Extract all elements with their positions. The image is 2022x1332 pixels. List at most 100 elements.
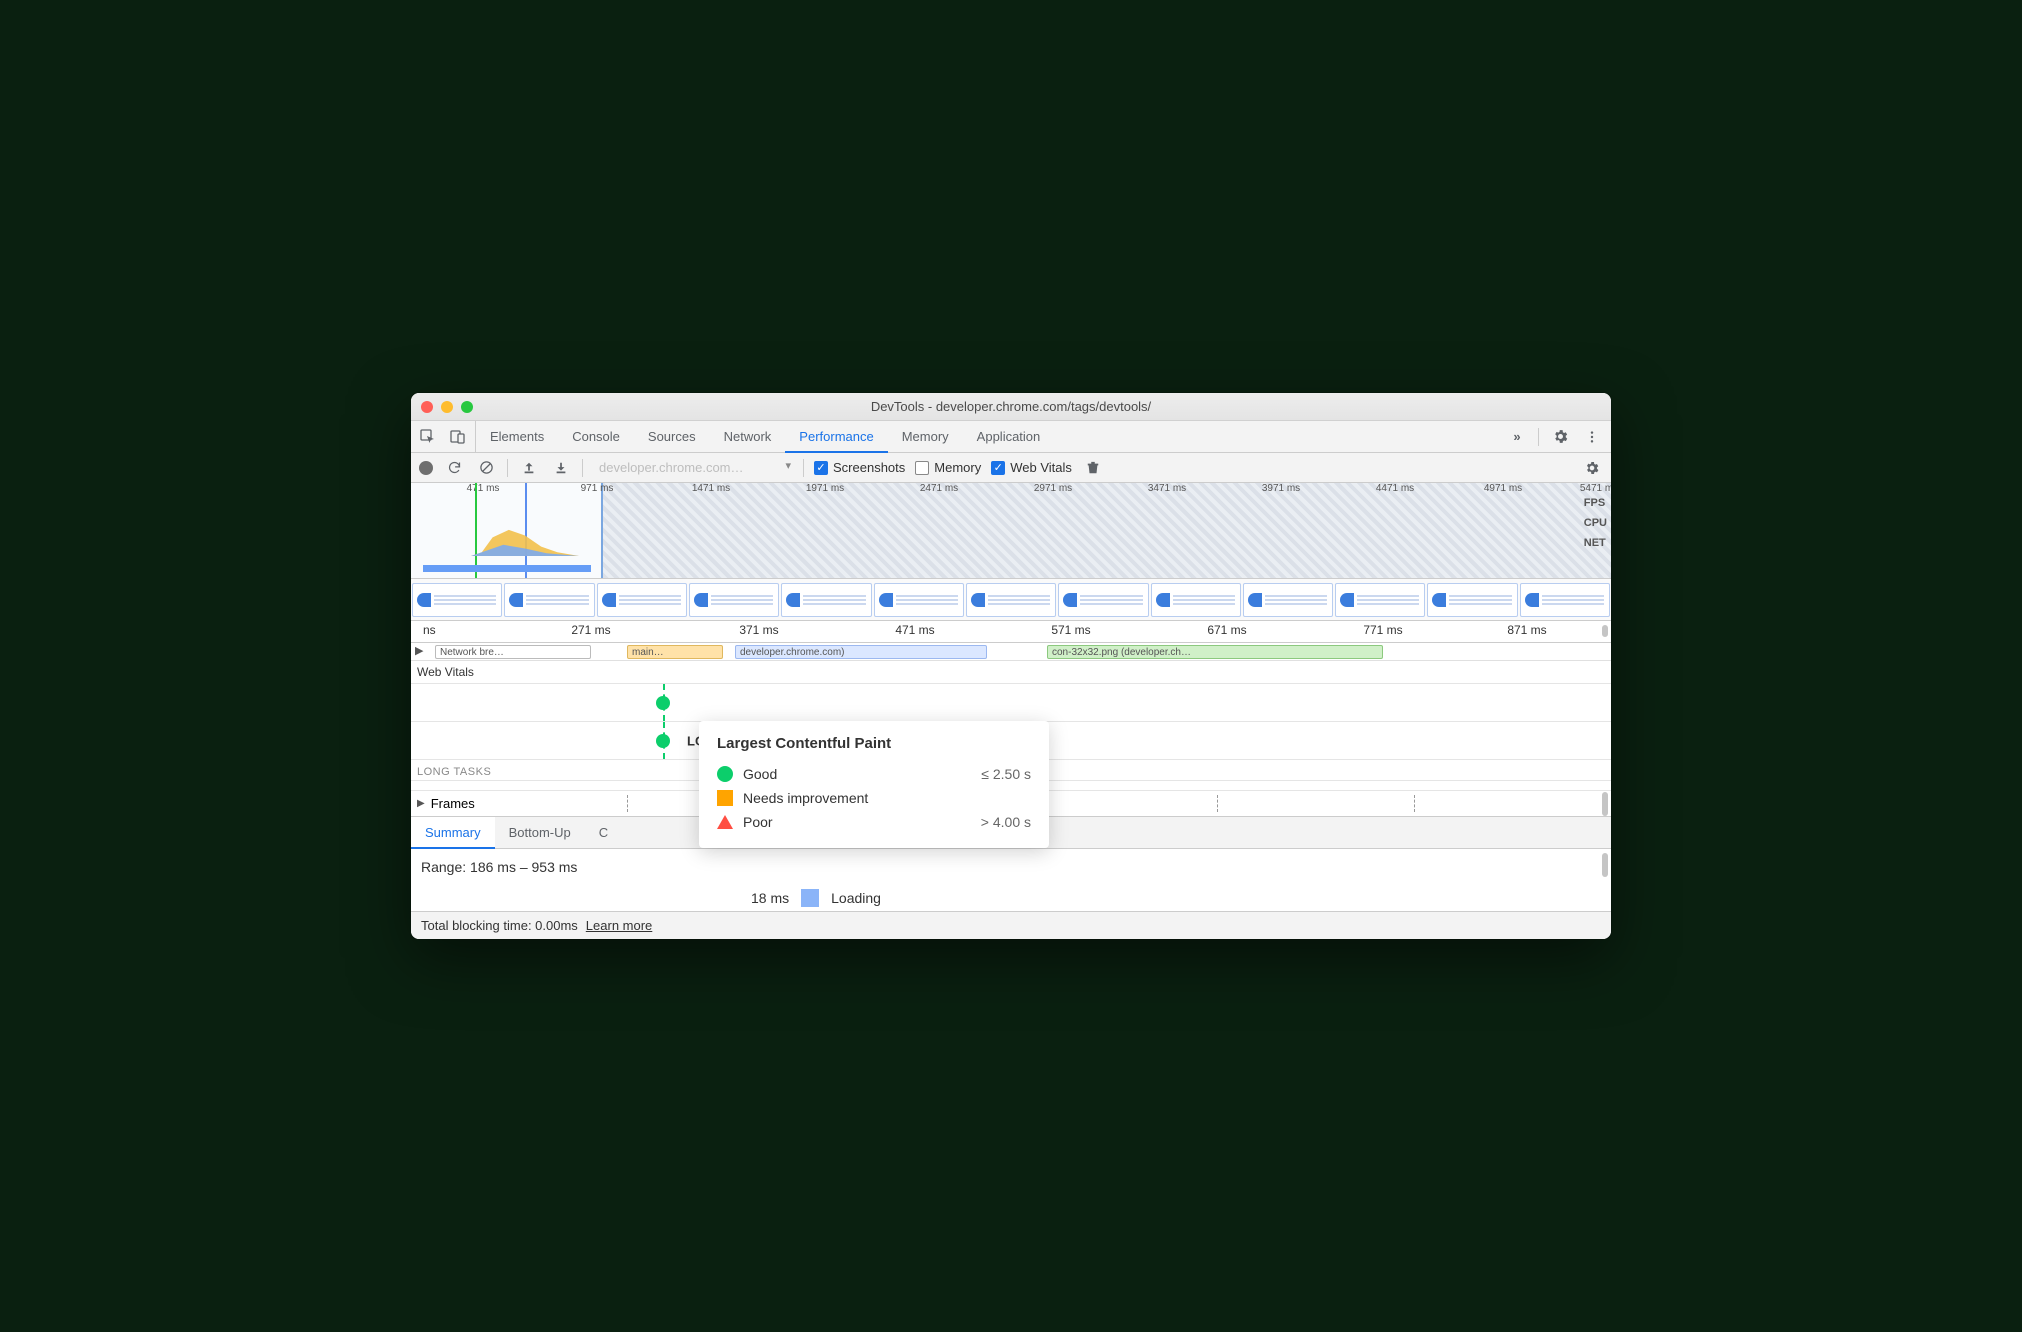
close-window-button[interactable] — [421, 401, 433, 413]
filmstrip-frame[interactable] — [597, 583, 687, 617]
expand-frames-icon[interactable]: ▶ — [417, 798, 425, 809]
capture-settings-icon[interactable] — [1581, 457, 1603, 479]
window-title: DevTools - developer.chrome.com/tags/dev… — [411, 399, 1611, 414]
overview-tick: 4471 ms — [1376, 483, 1414, 494]
checkbox-checked-icon: ✓ — [814, 461, 828, 475]
vitals-lane-top — [411, 684, 1611, 722]
record-button[interactable] — [419, 461, 433, 475]
checkbox-unchecked-icon — [915, 461, 929, 475]
filmstrip-frame[interactable] — [781, 583, 871, 617]
filmstrip-frame[interactable] — [1243, 583, 1333, 617]
clear-button[interactable] — [475, 457, 497, 479]
minimize-window-button[interactable] — [441, 401, 453, 413]
timeline-tick: 271 ms — [571, 623, 610, 637]
settings-icon[interactable] — [1549, 426, 1571, 448]
blocking-time-text: Total blocking time: 0.00ms — [421, 918, 578, 933]
recording-selector[interactable]: developer.chrome.com… — [593, 458, 793, 477]
filmstrip-frame[interactable] — [412, 583, 502, 617]
timeline-ruler[interactable]: ns271 ms371 ms471 ms571 ms671 ms771 ms87… — [411, 621, 1611, 643]
delete-profile-icon[interactable] — [1082, 457, 1104, 479]
tooltip-row: Needs improvement — [717, 786, 1031, 810]
tooltip-label: Good — [743, 766, 777, 782]
web-vitals-header[interactable]: Web Vitals — [411, 661, 1611, 684]
filmstrip-frame[interactable] — [1058, 583, 1148, 617]
filmstrip-frame[interactable] — [1427, 583, 1517, 617]
legend-label: Loading — [831, 890, 881, 906]
overview-tick: 3971 ms — [1262, 483, 1300, 494]
timeline-tick: 371 ms — [739, 623, 778, 637]
vitals-dot[interactable] — [656, 696, 670, 710]
tab-application[interactable]: Application — [963, 421, 1055, 452]
overview-cpu-activity — [471, 528, 579, 556]
screenshots-label: Screenshots — [833, 460, 905, 475]
kebab-menu-icon[interactable] — [1581, 426, 1603, 448]
filmstrip-frame[interactable] — [966, 583, 1056, 617]
reload-button[interactable] — [443, 457, 465, 479]
network-request-bar[interactable]: main… — [627, 645, 723, 659]
fps-label: FPS — [1584, 497, 1607, 509]
filmstrip-frame[interactable] — [1335, 583, 1425, 617]
titlebar: DevTools - developer.chrome.com/tags/dev… — [411, 393, 1611, 421]
filmstrip-frame[interactable] — [689, 583, 779, 617]
timeline-tick: 871 ms — [1507, 623, 1546, 637]
circle-icon — [717, 766, 733, 782]
filmstrip-frame[interactable] — [1520, 583, 1610, 617]
tab-performance[interactable]: Performance — [785, 421, 887, 453]
maximize-window-button[interactable] — [461, 401, 473, 413]
details-tab-c[interactable]: C — [585, 817, 622, 848]
details-tab-bottomup[interactable]: Bottom-Up — [495, 817, 585, 848]
network-request-bar[interactable]: con-32x32.png (developer.ch… — [1047, 645, 1383, 659]
details-tab-summary[interactable]: Summary — [411, 817, 495, 849]
overview-panel[interactable]: 471 ms971 ms1471 ms1971 ms2471 ms2971 ms… — [411, 483, 1611, 579]
tab-network[interactable]: Network — [710, 421, 786, 452]
overview-ruler: 471 ms971 ms1471 ms1971 ms2471 ms2971 ms… — [411, 483, 1611, 497]
frames-label: Frames — [431, 796, 475, 811]
tab-memory[interactable]: Memory — [888, 421, 963, 452]
more-tabs-icon[interactable]: » — [1506, 426, 1528, 448]
webvitals-checkbox[interactable]: ✓ Web Vitals — [991, 460, 1072, 475]
tooltip-threshold: > 4.00 s — [981, 814, 1031, 830]
filmstrip[interactable] — [411, 579, 1611, 621]
timeline-tick: 471 ms — [895, 623, 934, 637]
performance-toolbar: developer.chrome.com… ✓ Screenshots Memo… — [411, 453, 1611, 483]
lcp-dot[interactable] — [656, 734, 670, 748]
filmstrip-frame[interactable] — [504, 583, 594, 617]
summary-panel: Range: 186 ms – 953 ms 18 ms Loading — [411, 849, 1611, 911]
window-controls — [421, 401, 473, 413]
download-profile-icon[interactable] — [550, 457, 572, 479]
filmstrip-frame[interactable] — [874, 583, 964, 617]
overview-tick: 471 ms — [467, 483, 500, 494]
upload-profile-icon[interactable] — [518, 457, 540, 479]
overview-unselected — [603, 483, 1611, 578]
legend-swatch — [801, 889, 819, 907]
legend-value: 18 ms — [751, 890, 789, 906]
summary-legend: 18 ms Loading — [751, 889, 881, 907]
divider — [582, 459, 583, 477]
scrollbar-indicator[interactable] — [1602, 853, 1608, 877]
overview-tick: 971 ms — [581, 483, 614, 494]
memory-checkbox[interactable]: Memory — [915, 460, 981, 475]
tooltip-row: Poor> 4.00 s — [717, 810, 1031, 834]
scrollbar-indicator[interactable] — [1602, 792, 1608, 816]
scrollbar-indicator[interactable] — [1602, 625, 1608, 637]
network-request-bar[interactable]: Network bre… — [435, 645, 591, 659]
tooltip-title: Largest Contentful Paint — [717, 735, 1031, 752]
tooltip-threshold: ≤ 2.50 s — [981, 766, 1031, 782]
divider — [507, 459, 508, 477]
filmstrip-frame[interactable] — [1151, 583, 1241, 617]
overview-tick: 2471 ms — [920, 483, 958, 494]
tab-sources[interactable]: Sources — [634, 421, 710, 452]
network-request-bar[interactable]: developer.chrome.com) — [735, 645, 987, 659]
network-lane[interactable]: ▶ Network bre…main…developer.chrome.com)… — [411, 643, 1611, 661]
overview-tick: 1471 ms — [692, 483, 730, 494]
tab-console[interactable]: Console — [558, 421, 634, 452]
inspect-element-icon[interactable] — [417, 426, 439, 448]
screenshots-checkbox[interactable]: ✓ Screenshots — [814, 460, 905, 475]
square-icon — [717, 790, 733, 806]
frame-divider — [627, 795, 628, 812]
learn-more-link[interactable]: Learn more — [586, 918, 652, 933]
device-toolbar-icon[interactable] — [447, 426, 469, 448]
tab-elements[interactable]: Elements — [476, 421, 558, 452]
tooltip-row: Good ≤ 2.50 s — [717, 762, 1031, 786]
lcp-tooltip: Largest Contentful Paint Good ≤ 2.50 s Nee… — [699, 721, 1049, 848]
